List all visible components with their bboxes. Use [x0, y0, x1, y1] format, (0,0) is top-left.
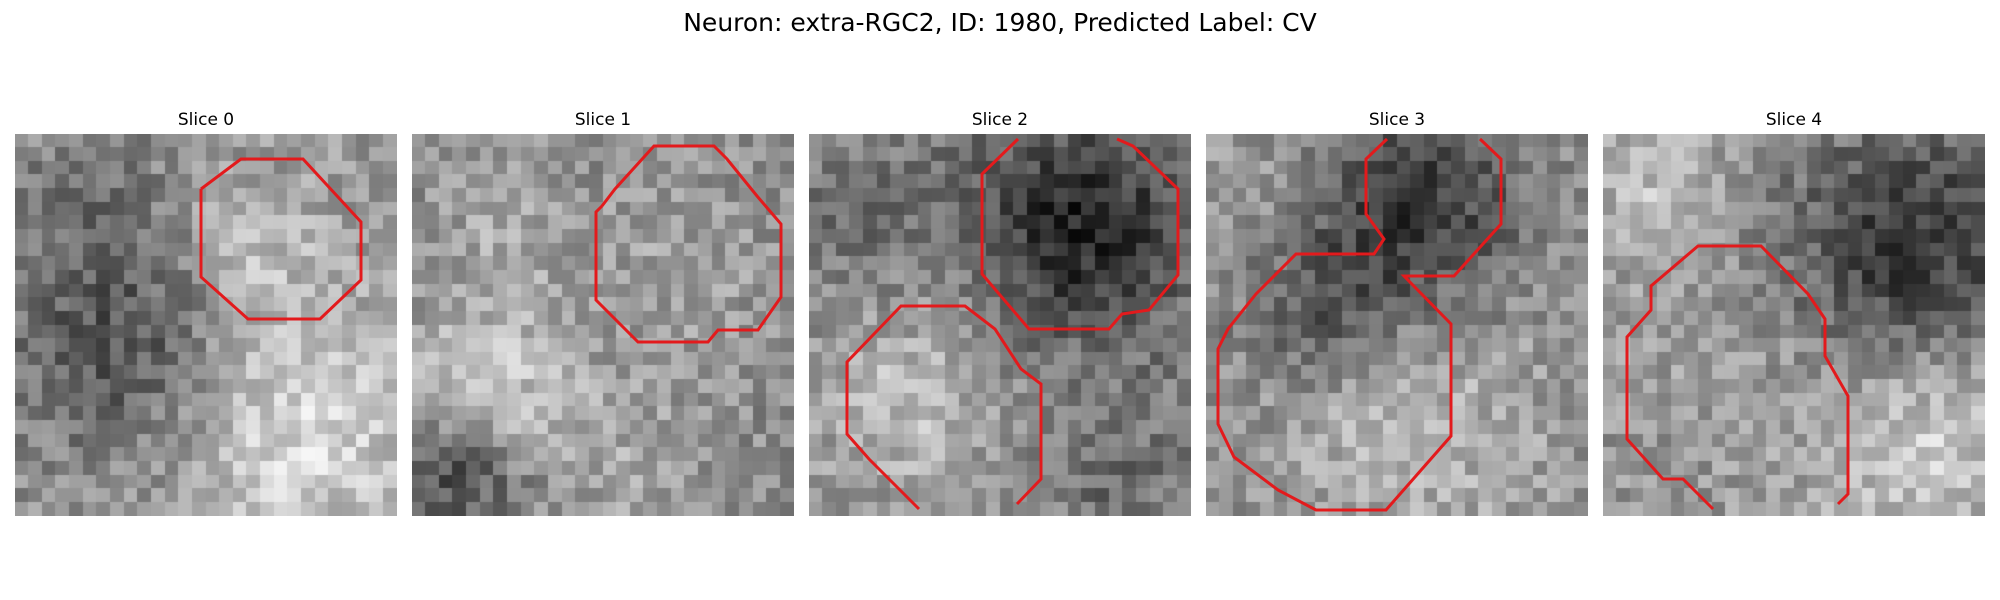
slice-image — [1206, 134, 1588, 516]
slice-image — [1603, 134, 1985, 516]
slice-title: Slice 0 — [177, 110, 235, 130]
slice-image — [15, 134, 397, 516]
slice-title: Slice 3 — [1368, 110, 1426, 130]
slice-image — [809, 134, 1191, 516]
slice-title: Slice 1 — [574, 110, 632, 130]
slice-image — [412, 134, 794, 516]
figure-title: Neuron: extra-RGC2, ID: 1980, Predicted … — [683, 8, 1317, 37]
slice-title: Slice 2 — [971, 110, 1029, 130]
slice-title: Slice 4 — [1765, 110, 1823, 130]
